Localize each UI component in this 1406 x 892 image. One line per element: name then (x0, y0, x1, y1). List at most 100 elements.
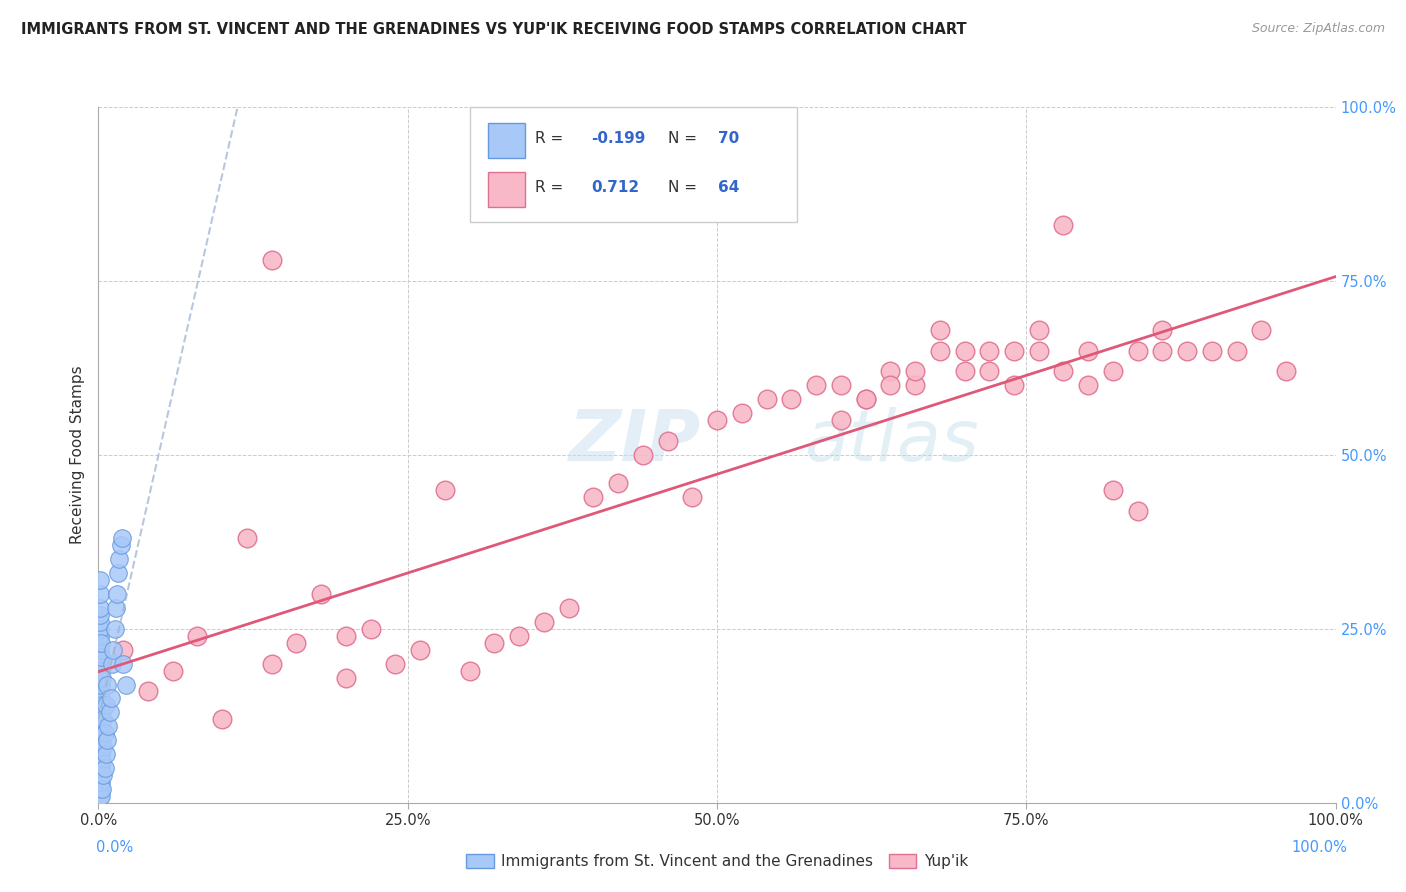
Point (1152, 323, 1174, 337)
Point (1226, 343, 1249, 358)
Point (89, 768, 111, 782)
Point (89, 706, 111, 720)
Point (979, 343, 1001, 358)
Point (1102, 483, 1125, 497)
Point (755, 392, 778, 407)
Point (186, 629, 208, 643)
Point (89, 677, 111, 691)
Point (97, 719, 120, 733)
Point (953, 343, 976, 358)
Point (91, 781, 114, 796)
Point (484, 636, 506, 650)
Point (89, 622, 111, 636)
Point (236, 532, 259, 546)
Point (101, 657, 124, 671)
FancyBboxPatch shape (488, 123, 526, 158)
Point (1102, 364, 1125, 378)
Point (89, 657, 111, 671)
Point (557, 601, 579, 615)
Point (112, 657, 135, 671)
Point (90, 691, 112, 706)
Point (830, 413, 852, 427)
Point (90, 733, 112, 747)
Point (1175, 343, 1198, 358)
Point (533, 615, 555, 629)
Point (260, 253, 283, 268)
Point (706, 413, 728, 427)
Point (96, 733, 118, 747)
Text: 100.0%: 100.0% (1291, 840, 1347, 855)
Text: R =: R = (536, 180, 574, 195)
Text: 70: 70 (718, 131, 740, 146)
Point (90, 636, 112, 650)
Point (94, 698, 117, 713)
Text: R =: R = (536, 131, 568, 146)
Point (90, 747, 112, 761)
Text: -0.199: -0.199 (591, 131, 645, 146)
Point (107, 566, 129, 581)
Point (309, 587, 332, 601)
Point (1152, 343, 1174, 358)
Point (90, 761, 112, 775)
Legend: Immigrants from St. Vincent and the Grenadines, Yup'ik: Immigrants from St. Vincent and the Gren… (460, 847, 974, 875)
Text: ZIP: ZIP (568, 407, 700, 475)
Point (879, 364, 901, 378)
Point (93, 712, 115, 726)
Point (89, 607, 111, 622)
Point (114, 677, 136, 691)
Point (631, 448, 654, 462)
Point (104, 601, 127, 615)
Point (90, 664, 112, 678)
Point (89, 671, 111, 685)
Point (136, 684, 159, 698)
Point (89, 691, 111, 706)
Point (90, 649, 112, 664)
Point (1028, 343, 1050, 358)
Point (89, 719, 111, 733)
Point (89, 615, 111, 629)
Point (89, 629, 111, 643)
Point (1126, 503, 1149, 517)
Point (90, 719, 112, 733)
Point (1028, 323, 1050, 337)
Point (928, 323, 950, 337)
Point (409, 642, 432, 657)
Point (360, 622, 382, 636)
Point (804, 378, 827, 392)
Point (89, 733, 111, 747)
Point (607, 475, 630, 490)
Point (260, 657, 283, 671)
Point (1077, 378, 1099, 392)
Point (731, 406, 754, 420)
Point (1201, 343, 1223, 358)
Point (90, 775, 112, 789)
Point (89, 712, 111, 726)
Point (98, 706, 121, 720)
Text: 0.712: 0.712 (591, 180, 638, 195)
Point (508, 629, 530, 643)
Point (93, 761, 115, 775)
Point (681, 490, 703, 504)
Point (830, 378, 852, 392)
Text: Source: ZipAtlas.com: Source: ZipAtlas.com (1251, 22, 1385, 36)
Point (855, 392, 877, 407)
Point (89, 775, 111, 789)
Point (89, 573, 111, 587)
Point (953, 364, 976, 378)
Text: atlas: atlas (804, 407, 979, 475)
Point (90, 789, 112, 803)
Point (93, 740, 115, 755)
Text: 64: 64 (718, 180, 740, 195)
Point (1077, 343, 1099, 358)
FancyBboxPatch shape (488, 172, 526, 207)
Point (108, 552, 131, 566)
Point (855, 392, 877, 407)
Point (103, 642, 125, 657)
Point (89, 636, 111, 650)
Point (1126, 343, 1149, 358)
Point (89, 789, 111, 803)
Point (89, 684, 111, 698)
Point (89, 601, 111, 615)
Point (89, 726, 111, 740)
Point (879, 378, 901, 392)
